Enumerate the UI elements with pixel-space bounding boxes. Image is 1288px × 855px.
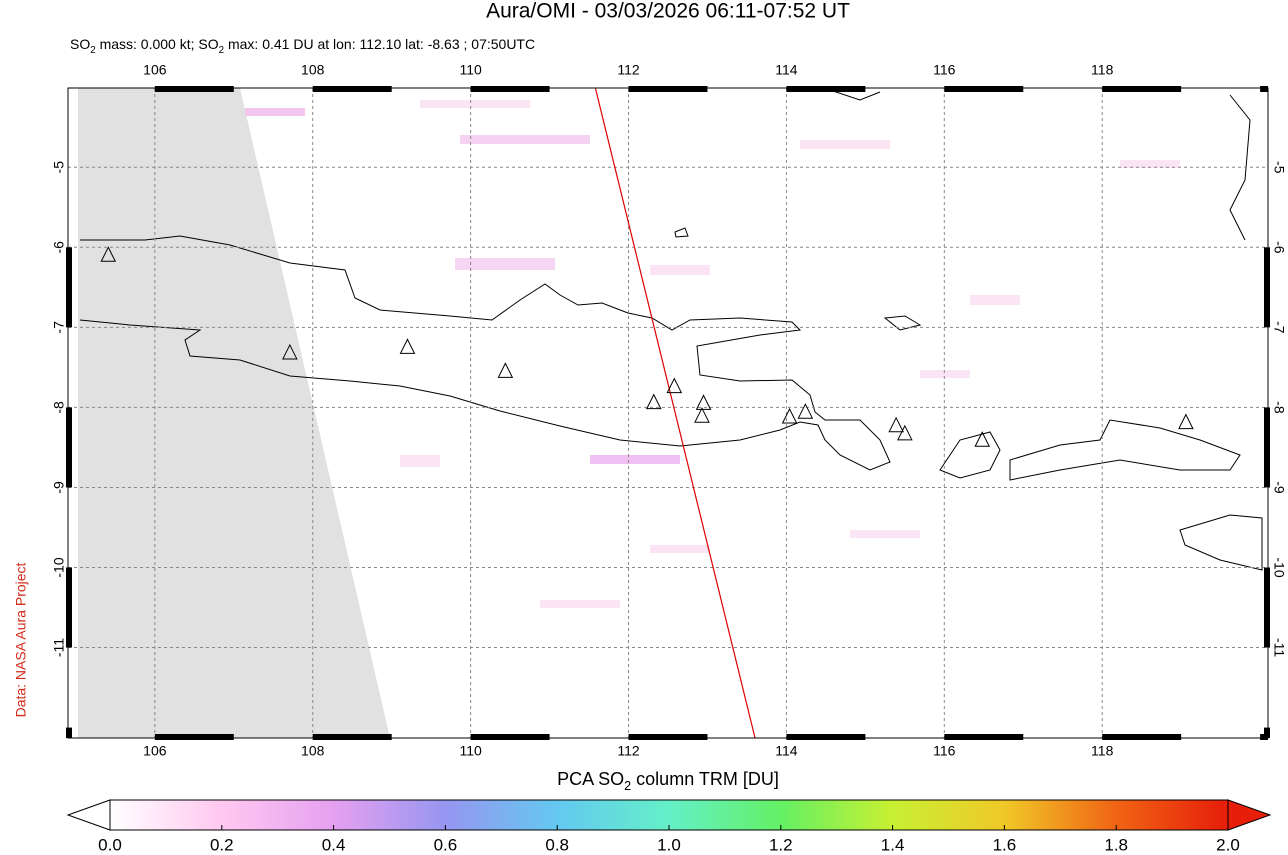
frame-bar <box>470 734 550 740</box>
volcano <box>645 393 662 410</box>
frame-bar <box>1264 727 1270 738</box>
y-tick-label: -6 <box>1271 241 1287 254</box>
y-tick-label: -8 <box>1271 401 1287 414</box>
frame-bar <box>628 86 708 92</box>
frame-bar <box>628 734 708 740</box>
volcano <box>888 416 904 433</box>
frame-bar <box>1102 734 1182 740</box>
colorbar-tick-label: 1.4 <box>881 835 905 854</box>
frame-bar <box>786 86 866 92</box>
x-tick-label: 118 <box>1091 62 1114 78</box>
volcano <box>100 246 117 262</box>
frame-bar <box>1260 86 1268 92</box>
colorbar-tick-label: 0.8 <box>545 835 569 854</box>
x-tick-label: 106 <box>143 743 167 759</box>
colorbar-tick-label: 1.8 <box>1104 835 1128 854</box>
volcano <box>1178 413 1194 430</box>
colorbar-tick-label: 1.0 <box>657 835 681 854</box>
y-tick-label: -10 <box>1271 557 1287 577</box>
frame-bar <box>66 407 72 488</box>
subtitle: SO2 mass: 0.000 kt; SO2 max: 0.41 DU at … <box>70 36 535 56</box>
credit: Data: NASA Aura Project <box>13 562 29 717</box>
x-tick-label: 110 <box>459 62 482 78</box>
volcano <box>797 403 814 419</box>
colorbar-tick-label: 0.0 <box>98 835 122 854</box>
frame-bar <box>944 86 1024 92</box>
map-area <box>68 88 1268 738</box>
y-tick-label: -11 <box>51 638 67 657</box>
colorbar-tick-label: 0.4 <box>322 835 346 854</box>
frame-bar <box>1102 86 1182 92</box>
x-tick-label: 118 <box>1091 743 1114 759</box>
subtitle-part: max: 0.41 DU at lon: 112.10 lat: -8.63 ;… <box>224 36 535 52</box>
x-tick-label: 106 <box>143 62 167 78</box>
y-tick-label: -6 <box>51 241 67 254</box>
colorbar-tick-label: 2.0 <box>1216 835 1240 854</box>
subtitle-part: 2 <box>90 45 95 56</box>
y-tick-label: -9 <box>1271 481 1287 494</box>
retrieval-streaks <box>245 100 1180 608</box>
colorbar <box>66 799 1272 831</box>
volcano <box>666 377 683 394</box>
colorbar-tick-label: 0.2 <box>210 835 234 854</box>
volcano <box>399 338 416 354</box>
subtitle-part: mass: 0.000 kt; SO <box>96 36 219 52</box>
colorbar-tick-label: 0.6 <box>434 835 458 854</box>
y-tick-label: -7 <box>1271 321 1287 334</box>
no-data-swath <box>78 88 390 738</box>
volcano <box>897 424 913 441</box>
volcano <box>282 343 298 360</box>
frame-bar <box>66 727 72 738</box>
frame-bar <box>312 734 392 740</box>
x-tick-label: 116 <box>933 62 956 78</box>
frame-bar <box>312 86 392 92</box>
frame-bar <box>786 734 866 740</box>
y-tick-label: -7 <box>51 321 67 334</box>
colorbar-tick-label: 1.6 <box>993 835 1017 854</box>
y-tick-label: -9 <box>51 481 67 494</box>
volcano <box>695 394 712 410</box>
volcano <box>497 362 514 378</box>
frame-bar <box>1264 247 1270 328</box>
x-tick-label: 108 <box>301 743 325 759</box>
colorbar-tick-label: 1.2 <box>769 835 793 854</box>
colorbar-label-part: PCA SO <box>557 769 624 789</box>
frame-bar <box>1264 567 1270 648</box>
x-tick-label: 114 <box>775 743 798 759</box>
frame-bar <box>66 247 72 328</box>
volcano <box>974 431 991 447</box>
title: Aura/OMI - 03/03/2026 06:11-07:52 UT <box>486 0 850 23</box>
colorbar-label-part: 2 <box>624 779 631 793</box>
x-tick-label: 108 <box>301 62 325 78</box>
subtitle-part: SO <box>70 36 90 52</box>
volcano <box>694 407 710 423</box>
x-tick-label: 114 <box>775 62 798 78</box>
frame-bar <box>944 734 1024 740</box>
orbit-track <box>594 88 756 738</box>
x-tick-label: 112 <box>617 743 640 759</box>
subtitle-part: 2 <box>219 45 224 56</box>
y-tick-label: -5 <box>51 161 67 174</box>
frame-bar <box>66 567 72 648</box>
x-tick-label: 116 <box>933 743 956 759</box>
colorbar-extend-high <box>1227 799 1272 831</box>
frame-bar <box>470 86 550 92</box>
frame-bar <box>1264 407 1270 488</box>
y-tick-label: -5 <box>1271 161 1287 174</box>
colorbar-extend-low <box>66 799 111 831</box>
volcano <box>781 407 798 424</box>
frame-bar <box>154 86 234 92</box>
colorbar-label: PCA SO2 column TRM [DU] <box>557 769 779 794</box>
y-tick-label: -8 <box>51 401 67 414</box>
y-tick-label: -11 <box>1271 638 1287 657</box>
x-tick-label: 112 <box>617 62 640 78</box>
frame-bar <box>154 734 234 740</box>
x-tick-label: 110 <box>459 743 482 759</box>
colorbar-label-part: column TRM [DU] <box>631 769 779 789</box>
coastlines <box>79 89 1263 571</box>
y-tick-label: -10 <box>51 557 67 577</box>
